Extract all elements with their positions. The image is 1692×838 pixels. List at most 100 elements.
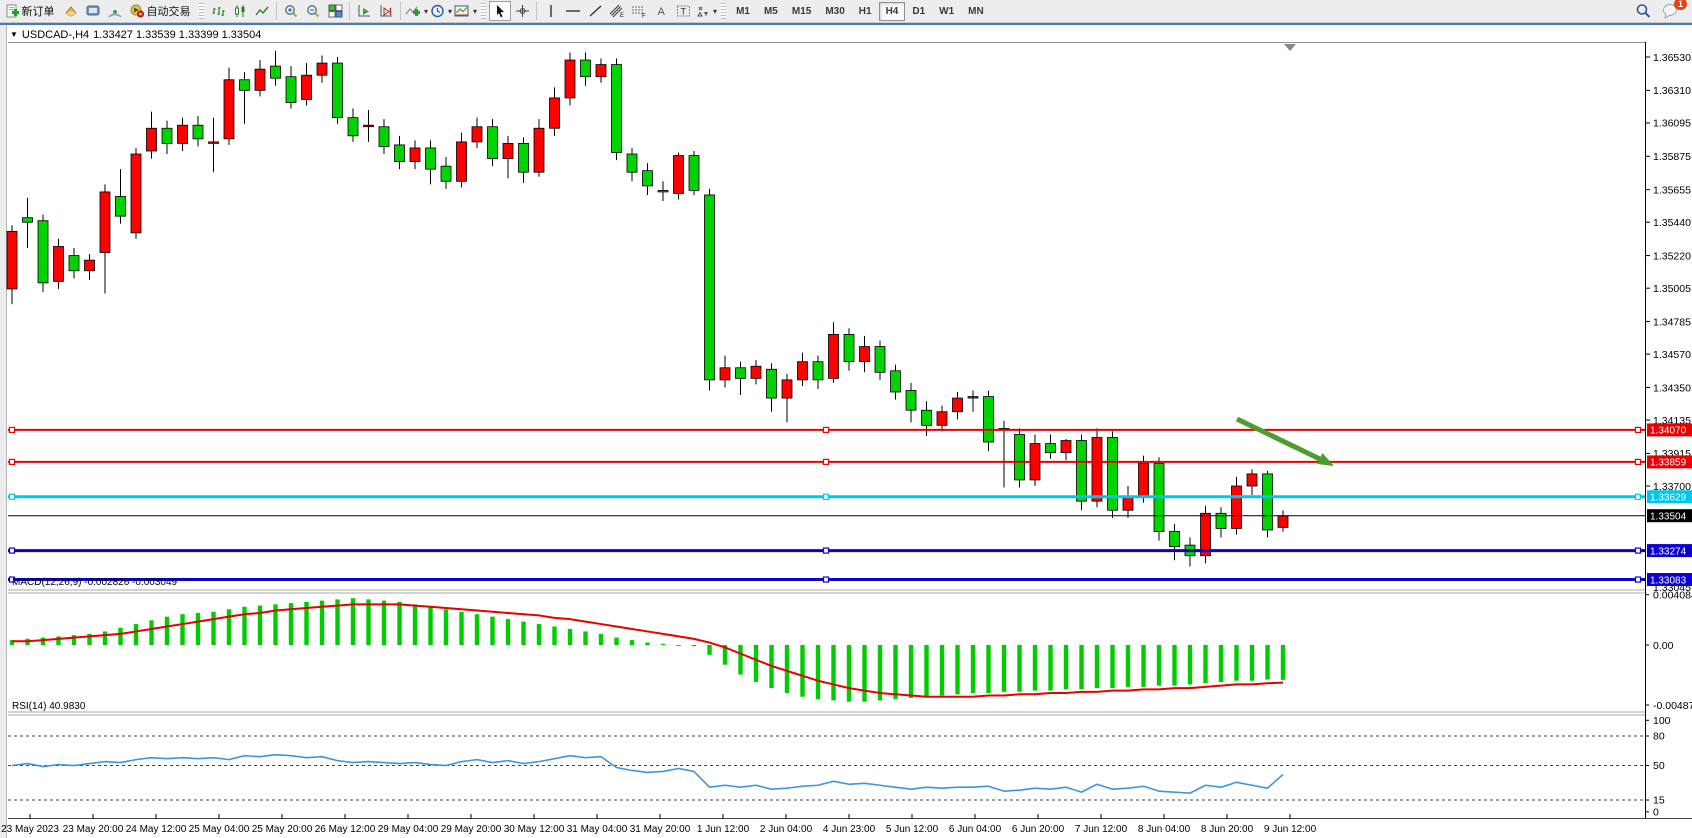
zoom-out-button[interactable] (302, 1, 324, 21)
svg-text:29 May 20:00: 29 May 20:00 (441, 824, 502, 835)
line-chart-icon (254, 6, 269, 16)
time-axis[interactable]: 23 May 2023 23 May 20:00 24 May 12:00 25 Ma… (1, 814, 1317, 835)
trendline-button[interactable] (584, 1, 606, 21)
text-label-icon: T (676, 5, 690, 17)
chart-shift-marker[interactable] (1284, 44, 1296, 51)
svg-text:50: 50 (1653, 760, 1665, 772)
candlestick-chart-button[interactable] (229, 1, 251, 21)
svg-text:1.36310: 1.36310 (1653, 85, 1691, 97)
text-label-button[interactable]: T (672, 1, 694, 21)
svg-text:1.36530: 1.36530 (1653, 52, 1691, 64)
svg-text:1.35440: 1.35440 (1653, 217, 1691, 229)
templates-dropdown-icon: ▾ (473, 6, 478, 16)
channel-icon: E (609, 4, 624, 18)
timeframe-button-MN[interactable]: MN (968, 5, 984, 17)
candlestick-chart-icon (234, 5, 244, 17)
line-chart-button[interactable] (251, 1, 273, 21)
tile-windows-button[interactable] (324, 1, 346, 21)
text-button[interactable]: A (650, 1, 672, 21)
svg-text:23 May 20:00: 23 May 20:00 (63, 824, 124, 835)
periods-clock-icon (431, 4, 444, 18)
trendline-icon (589, 5, 602, 17)
timeframe-button-M15[interactable]: M15 (791, 5, 812, 17)
search-button[interactable] (1632, 1, 1654, 21)
toolbar-grip[interactable] (199, 3, 204, 19)
trend-arrow[interactable] (1235, 416, 1334, 466)
new-order-button[interactable]: 新订单 (2, 1, 60, 21)
svg-text:80: 80 (1653, 731, 1665, 743)
timeframe-group: M1 M5 M15 M30 H1 H4 D1 W1 MN (729, 1, 991, 21)
chat-button[interactable]: 1 (1660, 0, 1687, 21)
svg-text:30 May 12:00: 30 May 12:00 (504, 824, 565, 835)
svg-text:1.34570: 1.34570 (1653, 349, 1691, 361)
svg-text:1.35005: 1.35005 (1653, 283, 1691, 295)
indicators-button[interactable]: ▾ (404, 1, 429, 21)
svg-text:1.35220: 1.35220 (1653, 250, 1691, 262)
svg-text:T: T (680, 7, 686, 17)
chart-shift-button[interactable] (375, 1, 397, 21)
zoom-in-icon (285, 4, 298, 17)
fibonacci-icon: F (632, 6, 646, 18)
svg-text:1.33629: 1.33629 (1650, 493, 1687, 504)
periods-dropdown-icon: ▾ (448, 6, 453, 16)
cursor-button[interactable] (489, 1, 512, 21)
vertical-line-button[interactable] (540, 1, 562, 21)
crosshair-button[interactable] (511, 1, 533, 21)
indicators-dropdown-icon: ▾ (424, 6, 429, 16)
terminal-button[interactable] (82, 1, 104, 21)
svg-text:-0.004872: -0.004872 (1653, 700, 1692, 712)
arrows-button[interactable]: ▾ (694, 1, 718, 21)
periods-button[interactable]: ▾ (429, 1, 453, 21)
zoom-in-button[interactable] (280, 1, 302, 21)
svg-text:25 May 04:00: 25 May 04:00 (189, 824, 250, 835)
svg-text:25 May 20:00: 25 May 20:00 (252, 824, 313, 835)
channel-button[interactable]: E (606, 1, 628, 21)
symbol-dropdown-icon[interactable]: ▼ (10, 30, 18, 39)
timeframe-button-D1[interactable]: D1 (912, 5, 926, 17)
fibonacci-button[interactable]: F (628, 1, 650, 21)
vertical-line-icon (550, 5, 552, 17)
horizontal-line-objects[interactable]: 1.34070 1.33859 1.33629 1.33504 1.33274 1.330… (8, 423, 1692, 586)
svg-text:23 May 2023: 23 May 2023 (1, 824, 59, 835)
svg-text:1.35875: 1.35875 (1653, 151, 1691, 163)
svg-text:31 May 20:00: 31 May 20:00 (630, 824, 691, 835)
svg-text:1.33274: 1.33274 (1650, 546, 1687, 557)
timeframe-button-M1[interactable]: M1 (736, 5, 750, 17)
toolbar-grip-2[interactable] (481, 3, 487, 19)
svg-text:2 Jun 04:00: 2 Jun 04:00 (760, 824, 813, 835)
svg-text:1.33859: 1.33859 (1650, 458, 1687, 469)
metaeditor-button[interactable] (60, 1, 82, 21)
strategy-tester-button[interactable] (104, 1, 126, 21)
svg-text:0.004084: 0.004084 (1653, 589, 1692, 601)
chart-canvas[interactable]: 1.36530 1.36310 1.36095 1.35875 1.35655 1.354… (0, 42, 1692, 838)
svg-text:1.33504: 1.33504 (1650, 512, 1687, 523)
svg-text:7 Jun 12:00: 7 Jun 12:00 (1075, 824, 1128, 835)
svg-text:9 Jun 12:00: 9 Jun 12:00 (1264, 824, 1317, 835)
svg-text:1.33083: 1.33083 (1650, 575, 1687, 586)
svg-text:1.34350: 1.34350 (1653, 382, 1691, 394)
terminal-icon (86, 5, 100, 16)
auto-trading-button[interactable]: 自动交易 (126, 1, 196, 21)
auto-scroll-icon (358, 5, 370, 17)
notification-badge: 1 (1673, 0, 1687, 10)
svg-text:1.34785: 1.34785 (1653, 316, 1691, 328)
timeframe-button-W1[interactable]: W1 (939, 5, 955, 17)
timeframe-button-M30[interactable]: M30 (825, 5, 845, 17)
zoom-out-icon (307, 4, 320, 17)
horizontal-line-button[interactable] (562, 1, 584, 21)
timeframe-button-H1[interactable]: H1 (858, 5, 872, 17)
svg-text:8 Jun 04:00: 8 Jun 04:00 (1138, 824, 1191, 835)
indicators-icon (405, 6, 420, 16)
timeframe-button-M5[interactable]: M5 (763, 5, 778, 17)
bar-chart-button[interactable] (207, 1, 229, 21)
toolbar-grip-3[interactable] (721, 3, 727, 19)
svg-text:1.35655: 1.35655 (1653, 184, 1691, 196)
timeframe-button-H4[interactable]: H4 (878, 1, 906, 21)
chart-window: ▼ USDCAD-,H4 1.33427 1.33539 1.33399 1.3… (0, 23, 1692, 838)
templates-icon (454, 5, 469, 17)
macd-indicator-label: MACD(12,26,9) -0.002826 -0.003049 (12, 577, 178, 588)
cursor-icon (497, 5, 505, 18)
auto-scroll-button[interactable] (353, 1, 375, 21)
templates-button[interactable]: ▾ (453, 1, 478, 21)
